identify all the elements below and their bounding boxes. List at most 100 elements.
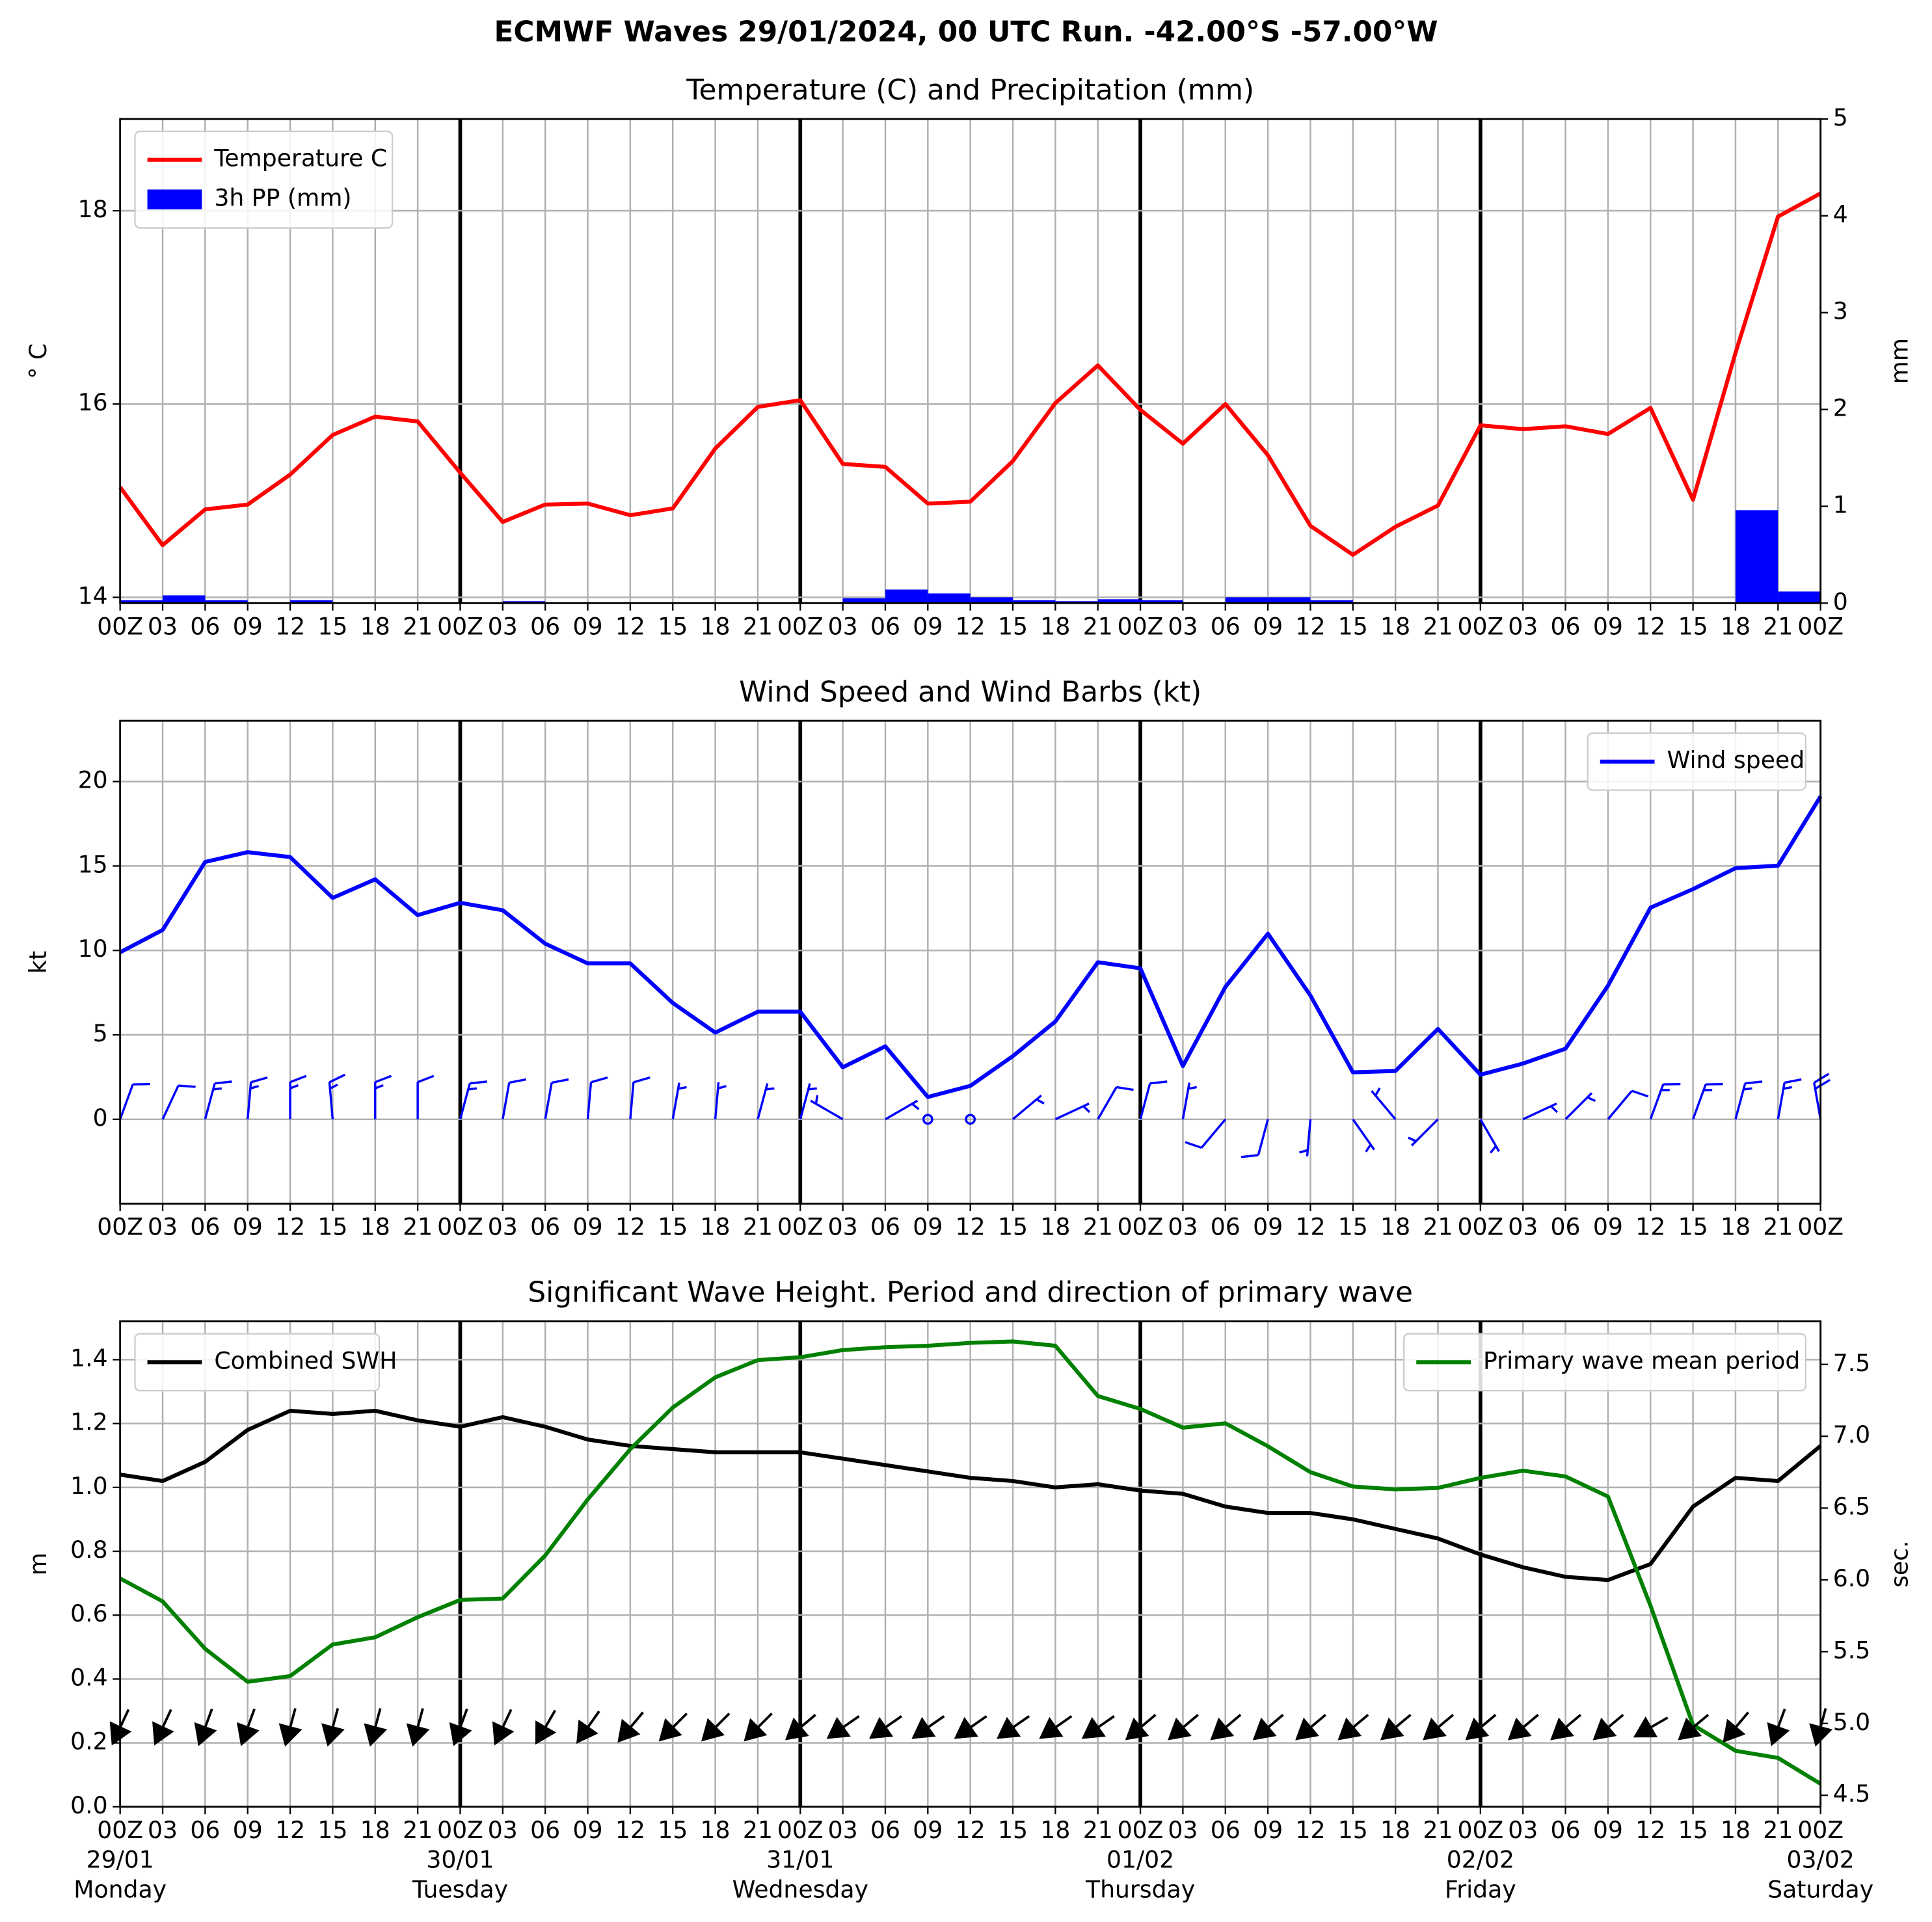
day-name: Monday <box>74 1875 167 1903</box>
x-tick-label: 18 <box>1380 612 1410 640</box>
x-tick-label: 21 <box>1423 612 1453 640</box>
day-name: Thursday <box>1085 1875 1195 1903</box>
x-tick-label: 06 <box>530 1816 560 1844</box>
wind-barb <box>1408 1118 1439 1147</box>
x-tick-label: 12 <box>275 1816 305 1844</box>
y2-tick-label: 5.5 <box>1833 1636 1871 1664</box>
precip-bar <box>290 600 333 604</box>
x-tick-label: 03 <box>1508 612 1538 640</box>
x-tick-label: 00Z <box>1797 1213 1844 1241</box>
wind-barb <box>1564 1092 1596 1121</box>
wind-barb <box>1607 1089 1649 1120</box>
wind-barb <box>374 1074 392 1119</box>
x-tick-label: 15 <box>998 1816 1028 1844</box>
x-tick-label: 18 <box>1040 1213 1070 1241</box>
x-tick-label: 21 <box>403 1816 433 1844</box>
y-tick-label: 16 <box>78 388 108 416</box>
wave-arrow <box>449 1708 472 1746</box>
legend-label: Primary wave mean period <box>1483 1346 1800 1374</box>
x-tick-label: 06 <box>530 612 560 640</box>
wind-barb <box>714 1082 727 1119</box>
y-tick-label: 0.2 <box>70 1728 108 1755</box>
x-tick-label: 15 <box>1338 1816 1368 1844</box>
wave-arrow <box>278 1708 302 1747</box>
x-tick-label: 06 <box>1211 1816 1241 1844</box>
x-tick-label: 12 <box>275 1213 305 1241</box>
wind-barb <box>1054 1102 1091 1121</box>
x-tick-label: 18 <box>1040 1816 1070 1844</box>
wind-barb <box>1185 1118 1227 1149</box>
x-tick-label: 00Z <box>1118 1816 1164 1844</box>
wave-arrow <box>1039 1715 1073 1739</box>
x-tick-label: 06 <box>1551 1213 1581 1241</box>
day-name: Tuesday <box>412 1875 508 1903</box>
x-tick-label: 15 <box>1338 1213 1368 1241</box>
day-name: Saturday <box>1767 1875 1873 1903</box>
precip-bar <box>1140 600 1183 604</box>
wave-arrow <box>1507 1713 1539 1741</box>
x-tick-label: 15 <box>658 1213 688 1241</box>
x-tick-label: 03 <box>1168 612 1198 640</box>
x-tick-label: 18 <box>360 612 390 640</box>
precip-bar <box>205 600 248 604</box>
x-tick-label: 00Z <box>1118 612 1164 640</box>
x-tick-label: 18 <box>1721 1213 1751 1241</box>
x-tick-label: 03 <box>148 1213 178 1241</box>
x-tick-label: 12 <box>1295 1816 1325 1844</box>
x-tick-label: 00Z <box>97 612 143 640</box>
x-tick-label: 00Z <box>1457 612 1503 640</box>
wind-barb <box>586 1076 608 1119</box>
x-tick-label: 03 <box>1508 1816 1538 1844</box>
wind-barb <box>1139 1080 1168 1120</box>
wave-arrow <box>535 1709 557 1745</box>
y2-tick-label: 4.5 <box>1833 1780 1871 1808</box>
wind-barb <box>1692 1082 1723 1120</box>
day-date: 02/02 <box>1447 1846 1514 1874</box>
y-tick-label: 5 <box>93 1019 108 1047</box>
wave-arrow <box>1465 1713 1497 1741</box>
x-tick-label: 03 <box>828 1816 858 1844</box>
wind-barb <box>1352 1118 1375 1153</box>
precip-bar <box>1778 591 1821 604</box>
x-tick-label: 09 <box>913 1213 943 1241</box>
x-tick-label: 15 <box>1678 1816 1708 1844</box>
y2-tick-label: 3 <box>1833 297 1848 325</box>
x-tick-label: 12 <box>1295 612 1325 640</box>
x-tick-label: 06 <box>190 1213 220 1241</box>
x-tick-label: 15 <box>658 612 688 640</box>
x-tick-label: 21 <box>1083 612 1113 640</box>
wind-barb <box>757 1083 775 1120</box>
wind-barb <box>161 1084 196 1120</box>
x-tick-label: 03 <box>1168 1213 1198 1241</box>
wind-barb <box>810 1095 844 1121</box>
x-tick-label: 18 <box>360 1213 390 1241</box>
wave-arrow <box>236 1708 260 1746</box>
plot-frame <box>119 1320 1822 1808</box>
panel-title: Significant Wave Height. Period and dire… <box>528 1276 1412 1309</box>
wave-arrow <box>364 1708 388 1747</box>
x-tick-label: 12 <box>956 1213 986 1241</box>
x-tick-label: 06 <box>1551 612 1581 640</box>
wave-arrow <box>492 1709 515 1746</box>
wind-barb <box>1777 1078 1802 1120</box>
y-tick-label: 1.0 <box>70 1472 108 1500</box>
legend-patch <box>147 189 202 209</box>
wave-arrow <box>658 1713 688 1742</box>
wind-barb <box>1813 1073 1831 1120</box>
wave-arrow <box>785 1713 816 1741</box>
x-tick-label: 21 <box>403 1213 433 1241</box>
day-date: 03/02 <box>1787 1846 1855 1874</box>
wave-arrow <box>152 1709 174 1746</box>
x-tick-label: 15 <box>998 1213 1028 1241</box>
wind-barb <box>328 1073 346 1119</box>
y-axis-label: ° C <box>24 343 52 379</box>
x-tick-label: 09 <box>233 1816 263 1844</box>
x-tick-label: 21 <box>1423 1816 1453 1844</box>
y2-tick-label: 4 <box>1833 200 1848 228</box>
x-tick-label: 12 <box>956 1816 986 1844</box>
y2-tick-label: 0 <box>1833 587 1848 615</box>
wave-arrow <box>1081 1715 1115 1739</box>
x-tick-label: 12 <box>615 612 645 640</box>
y-tick-label: 14 <box>78 581 108 609</box>
x-tick-label: 06 <box>190 1816 220 1844</box>
